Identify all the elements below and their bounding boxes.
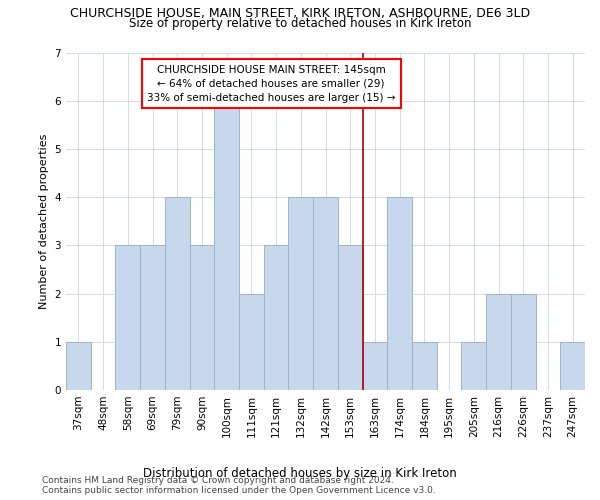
- Bar: [190, 246, 214, 390]
- Text: Size of property relative to detached houses in Kirk Ireton: Size of property relative to detached ho…: [129, 18, 471, 30]
- Bar: [214, 100, 239, 390]
- Bar: [486, 294, 511, 390]
- Bar: [412, 342, 437, 390]
- Bar: [115, 246, 140, 390]
- Bar: [511, 294, 536, 390]
- Bar: [461, 342, 486, 390]
- Text: Distribution of detached houses by size in Kirk Ireton: Distribution of detached houses by size …: [143, 468, 457, 480]
- Bar: [264, 246, 289, 390]
- Y-axis label: Number of detached properties: Number of detached properties: [39, 134, 49, 309]
- Text: CHURCHSIDE HOUSE MAIN STREET: 145sqm
← 64% of detached houses are smaller (29)
3: CHURCHSIDE HOUSE MAIN STREET: 145sqm ← 6…: [147, 64, 395, 102]
- Bar: [165, 197, 190, 390]
- Bar: [560, 342, 585, 390]
- Text: Contains public sector information licensed under the Open Government Licence v3: Contains public sector information licen…: [42, 486, 436, 495]
- Bar: [362, 342, 387, 390]
- Text: Contains HM Land Registry data © Crown copyright and database right 2024.: Contains HM Land Registry data © Crown c…: [42, 476, 394, 485]
- Bar: [387, 197, 412, 390]
- Bar: [140, 246, 165, 390]
- Bar: [338, 246, 362, 390]
- Bar: [66, 342, 91, 390]
- Text: CHURCHSIDE HOUSE, MAIN STREET, KIRK IRETON, ASHBOURNE, DE6 3LD: CHURCHSIDE HOUSE, MAIN STREET, KIRK IRET…: [70, 8, 530, 20]
- Bar: [289, 197, 313, 390]
- Bar: [313, 197, 338, 390]
- Bar: [239, 294, 264, 390]
